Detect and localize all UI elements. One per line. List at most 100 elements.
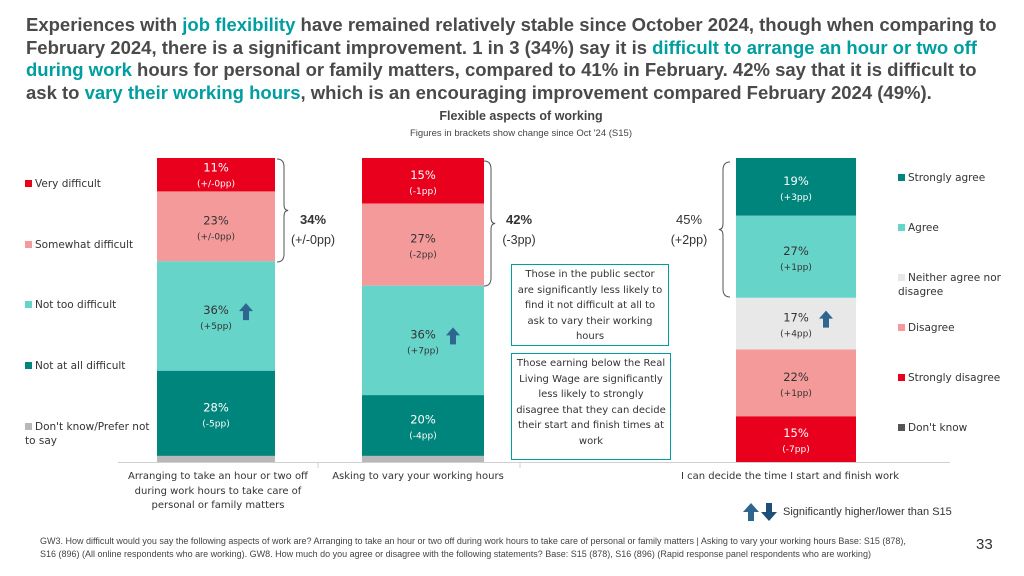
bar-1-segment-1 [157, 158, 275, 192]
bar-2-segment-1 [362, 158, 484, 204]
bar-2-change-label-4: (-4pp) [409, 432, 436, 442]
legend-label: Very difficult [35, 178, 101, 190]
bar-2-segment-3 [362, 285, 484, 396]
bracket-change-2: (-3pp) [502, 233, 535, 247]
bar-2-change-label-3: (+7pp) [407, 346, 439, 356]
bar-1-change-label-2: (+/-0pp) [197, 232, 235, 242]
legend-swatch [898, 224, 905, 231]
bar-3-value-label-3: 17% [783, 311, 809, 325]
legend-swatch [898, 424, 905, 431]
bracket-bar-3 [718, 161, 731, 298]
bar-1-value-label-2: 23% [203, 213, 229, 227]
legend-somewhat-difficult: Somewhat difficult [25, 238, 133, 252]
legend-label: Not too difficult [35, 299, 117, 311]
bar-3-change-label-4: (+1pp) [780, 389, 812, 399]
significance-legend: Significantly higher/lower than S15 [743, 502, 952, 522]
category-label-3: I can decide the time I start and finish… [680, 471, 900, 482]
category-label-2: Asking to vary your working hours [332, 471, 504, 482]
legend-swatch [25, 301, 32, 308]
bar-1-segment-3 [157, 261, 275, 371]
bar-3-segment-4 [736, 349, 856, 417]
note-public-sector: Those in the public sector are significa… [511, 264, 669, 346]
bar-1-change-label-1: (+/-0pp) [197, 180, 235, 190]
bracket-total-1: 34% [300, 212, 326, 227]
bar-1-value-label-1: 11% [203, 161, 229, 175]
bar-3-change-label-5: (-7pp) [782, 445, 809, 455]
bar-1-segment-5 [157, 455, 275, 462]
legend-swatch [898, 374, 905, 381]
bar-3-change-label-1: (+3pp) [780, 193, 812, 203]
bracket-change-1: (+/-0pp) [291, 233, 335, 247]
legend-swatch [898, 274, 905, 281]
bar-3-value-label-5: 15% [783, 426, 809, 440]
chart-subtitle: Figures in brackets show change since Oc… [409, 128, 632, 139]
bar-2-value-label-2: 27% [410, 232, 436, 246]
bar-3-segment-2 [736, 215, 856, 298]
legend-neither: Neither agree nor disagree [898, 271, 1016, 299]
bar-2-change-label-1: (-1pp) [409, 187, 436, 197]
legend-label: Not at all difficult [35, 360, 126, 372]
bar-2-value-label-4: 20% [410, 413, 436, 427]
bar-3-change-label-2: (+1pp) [780, 263, 812, 273]
bar-1-change-label-4: (-5pp) [202, 419, 229, 429]
headline-highlight-2: difficult to arrange an hour or two off … [26, 36, 977, 81]
bar-3-segment-5 [736, 416, 856, 462]
headline: Experiences with job flexibility have re… [26, 14, 1001, 104]
bar-3-segment-3 [736, 297, 856, 350]
bar-2-change-label-2: (-2pp) [409, 251, 436, 261]
bar-3-value-label-1: 19% [783, 174, 809, 188]
sig-up-arrow-icon-3-3 [819, 310, 833, 328]
bar-1-value-label-3: 36% [203, 303, 229, 317]
bar-2-segment-5 [362, 455, 484, 462]
legend-label: Somewhat difficult [35, 239, 134, 251]
significance-arrows-icon [743, 503, 777, 521]
legend-swatch [25, 423, 32, 430]
bracket-total-3: 45% [676, 212, 702, 227]
legend-not-at-all-difficult: Not at all difficult [25, 359, 125, 373]
bar-1-segment-2 [157, 191, 275, 262]
bar-2-value-label-1: 15% [410, 168, 436, 182]
legend-strongly-disagree: Strongly disagree [898, 371, 1000, 385]
note-living-wage: Those earning below the Real Living Wage… [511, 353, 671, 460]
legend-swatch [898, 324, 905, 331]
bar-2-segment-4 [362, 395, 484, 456]
bar-3-segment-1 [736, 158, 856, 216]
legend-label: Disagree [908, 322, 955, 334]
bracket-bar-2 [483, 160, 496, 287]
legend-dont-know: Don't know [898, 421, 967, 435]
legend-agree: Agree [898, 221, 939, 235]
sig-up-arrow-icon-2-3 [446, 327, 460, 345]
legend-label: Don't know/Prefer not to say [25, 421, 150, 447]
headline-text-1: Experiences with [26, 14, 183, 35]
legend-label: Agree [908, 222, 939, 234]
bar-1-value-label-4: 28% [203, 400, 229, 414]
bracket-change-3: (+2pp) [671, 233, 707, 247]
footnote: GW3. How difficult would you say the fol… [40, 536, 906, 559]
legend-strongly-agree: Strongly agree [898, 171, 985, 185]
bracket-total-2: 42% [506, 212, 532, 227]
legend-label: Don't know [908, 422, 968, 434]
headline-text-2: have remained relatively stable since Oc… [26, 14, 997, 58]
bar-3-change-label-3: (+4pp) [780, 330, 812, 340]
category-label-1: Arranging to take an hour or two off dur… [128, 471, 308, 511]
headline-text-3: hours for personal or family matters, co… [26, 59, 977, 103]
legend-label: Strongly disagree [908, 372, 1001, 384]
legend-very-difficult: Very difficult [25, 177, 101, 191]
legend-swatch [898, 174, 905, 181]
bar-3-value-label-2: 27% [783, 244, 809, 258]
bar-1-change-label-3: (+5pp) [200, 322, 232, 332]
legend-not-too-difficult: Not too difficult [25, 298, 116, 312]
page-number: 33 [976, 536, 993, 553]
legend-label: Neither agree nor disagree [898, 272, 1001, 298]
legend-disagree: Disagree [898, 321, 955, 335]
bar-2-segment-2 [362, 203, 484, 286]
headline-text-4: , which is an encouraging improvement co… [300, 81, 932, 103]
legend-swatch [25, 241, 32, 248]
bar-3-value-label-4: 22% [783, 370, 809, 384]
legend-swatch [25, 180, 32, 187]
bar-1-segment-4 [157, 370, 275, 456]
headline-highlight-3: vary their working hours [84, 81, 301, 103]
bracket-bar-1 [276, 158, 289, 263]
legend-swatch [25, 362, 32, 369]
